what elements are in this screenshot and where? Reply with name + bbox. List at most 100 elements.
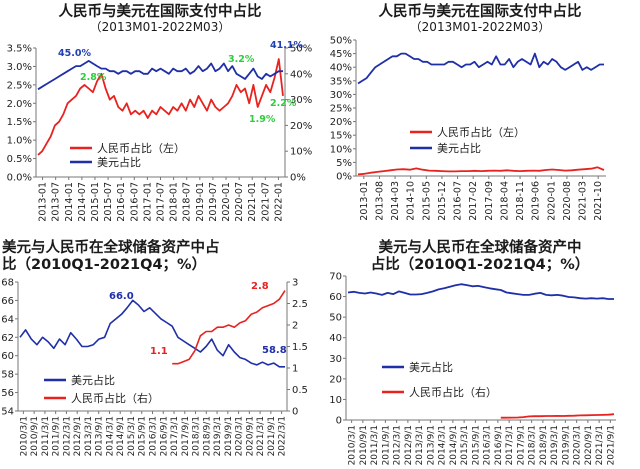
legend-label: 人民币占比（左）: [97, 141, 185, 155]
x-tick-label: 2010/9/1: [30, 416, 40, 456]
data-label: 2.8: [251, 281, 269, 292]
x-tick-label: 2020-01: [546, 181, 557, 221]
x-tick-label: 2020-01: [221, 182, 232, 222]
legend-label: 人民币占比（右）: [409, 385, 497, 399]
x-tick-label: 2015/9/1: [138, 416, 148, 456]
x-tick-label: 2013/3/1: [84, 416, 94, 456]
series-line-1: [357, 52, 604, 85]
legend-label: 美元占比: [71, 373, 115, 387]
x-tick-label: 2021-10: [593, 181, 604, 221]
x-tick-label: 2016-07: [129, 182, 140, 222]
y-tick-label: 30: [329, 354, 342, 365]
panel-4: 美元与人民币在全球储备资产中 占比（2010Q1-2021Q4；%） 0 10 20…: [320, 234, 640, 469]
chart-title: 人民币与美元在国际支付中占比 （2013M01-2022M03）: [320, 4, 640, 34]
y-tick-label: 20: [329, 374, 342, 385]
data-label: 1.1: [150, 346, 168, 357]
series-line-0: [357, 166, 605, 176]
y2-tick-label: 40%: [290, 69, 312, 80]
x-tick-label: 2013-01: [38, 182, 49, 222]
y-tick-label: 35%: [330, 76, 352, 87]
x-tick-label: 2020-08: [562, 181, 573, 221]
data-label: 1.9%: [249, 114, 276, 125]
chart-title-line2: 比（2010Q1-2021Q4；%）: [2, 256, 207, 273]
y-tick-label: 0.5%: [7, 154, 32, 165]
x-tick-label: 2019/9/1: [224, 416, 234, 456]
x-tick-label: 2016/9/1: [159, 416, 169, 456]
chart-title-line2: 占比（2010Q1-2021Q4；%）: [370, 256, 590, 273]
x-tick-label: 2018/9/1: [539, 425, 549, 465]
x-tick-label: 2014/3/1: [105, 416, 115, 456]
y-tick-label: 3.0%: [7, 62, 32, 73]
y-tick-label: 50: [329, 313, 342, 324]
data-label: 58.8: [262, 345, 287, 356]
chart-1-svg: 0.0% 0.5% 1.0% 1.5% 2.0% 2.5% 3.0% 3.5% 0% 10% 20%…: [7, 40, 313, 222]
x-tick-label: 2021/3/1: [256, 416, 266, 456]
x-tick-label: 2017/9/1: [181, 416, 191, 456]
data-label: 66.0: [109, 291, 134, 302]
y2-tick-label: 1: [292, 364, 298, 375]
x-tick-label: 2018-01: [169, 182, 180, 222]
x-tick-label: 2016-07: [453, 181, 464, 221]
series-line-0: [347, 283, 614, 300]
x-tick-label: 2017/3/1: [170, 416, 180, 456]
x-tick-label: 2011/3/1: [370, 425, 380, 465]
chart-title: 人民币与美元在国际支付中占比 （2013M01-2022M03）: [0, 4, 320, 34]
data-label: 45.0%: [58, 48, 91, 59]
chart-title-line1: 人民币与美元在国际支付中占比: [378, 4, 582, 20]
panel-2: 人民币与美元在国际支付中占比 （2013M01-2022M03） 0% 5% 10%…: [320, 0, 640, 234]
x-tick-label: 2019-06: [531, 181, 542, 221]
series-line-1: [500, 413, 615, 419]
x-tick-label: 2011/3/1: [41, 416, 51, 456]
y-tick-label: 70: [329, 272, 342, 283]
y2-tick-label: 3: [292, 278, 298, 289]
legend-label: 美元占比: [409, 360, 453, 374]
series-line-1: [37, 60, 283, 91]
y-tick-label: 54: [1, 407, 14, 418]
x-tick-label: 2019-07: [208, 182, 219, 222]
x-tick-label: 2015-07: [103, 182, 114, 222]
x-tick-label: 2015-01: [90, 182, 101, 222]
x-tick-label: 2016/3/1: [149, 416, 159, 456]
x-tick-label: 2019/9/1: [561, 425, 571, 465]
y-tick-label: 1.5%: [7, 117, 32, 128]
x-tick-label: 2013/9/1: [95, 416, 105, 456]
y-tick-label: 64: [1, 314, 14, 325]
legend-label: 人民币占比（左）: [437, 125, 525, 139]
data-label: 2.8%: [80, 72, 107, 83]
y-tick-label: 10: [329, 395, 342, 406]
y-tick-label: 68: [1, 278, 14, 289]
data-label: 2.2%: [270, 98, 297, 109]
x-tick-label: 2016-01: [116, 182, 127, 222]
y-tick-label: 10%: [330, 144, 352, 155]
x-tick-label: 2018/3/1: [528, 425, 538, 465]
x-tick-label: 2018/9/1: [202, 416, 212, 456]
y-tick-label: 30%: [330, 90, 352, 101]
chart-2-svg: 0% 5% 10% 15% 20% 25% 30% 35% 40% 45% 50% 2013-01 20…: [330, 36, 606, 221]
y-tick-label: 45%: [330, 49, 352, 60]
x-tick-label: 2014-07: [77, 182, 88, 222]
panel-3: 美元与人民币在全球储备资产中占 比（2010Q1-2021Q4；%） 54 56 5…: [0, 234, 320, 469]
series-line-1: [172, 290, 286, 365]
y2-tick-label: 2.5: [292, 299, 308, 310]
x-tick-label: 2021-07: [260, 182, 271, 222]
y-tick-label: 58: [1, 370, 14, 381]
chart-title-line2: （2013M01-2022M03）: [89, 19, 231, 34]
x-tick-label: 2016/9/1: [494, 425, 504, 465]
x-tick-label: 2022-01: [273, 182, 284, 222]
data-label: 3.2%: [228, 54, 255, 65]
y2-tick-label: 10%: [290, 147, 312, 158]
x-tick-label: 2013/3/1: [415, 425, 425, 465]
x-tick-label: 2010/9/1: [359, 425, 369, 465]
x-tick-label: 2014/9/1: [116, 416, 126, 456]
x-tick-label: 2011/9/1: [381, 425, 391, 465]
legend-label: 美元占比: [97, 155, 141, 169]
x-tick-label: 2021/9/1: [267, 416, 277, 456]
x-tick-label: 2021/9/1: [606, 425, 616, 465]
x-tick-label: 2013-07: [51, 182, 62, 222]
x-tick-label: 2015-05: [421, 181, 432, 221]
x-tick-label: 2013/9/1: [426, 425, 436, 465]
y-tick-label: 5%: [336, 158, 352, 169]
x-tick-label: 2019/3/1: [213, 416, 223, 456]
y-tick-label: 56: [1, 388, 14, 399]
